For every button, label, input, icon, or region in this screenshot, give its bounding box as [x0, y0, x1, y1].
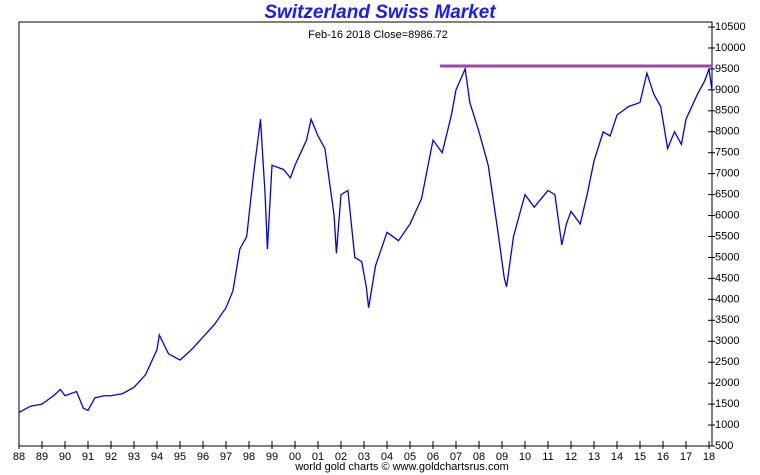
- y-tick-label: 5500: [715, 230, 739, 242]
- x-tick-label: 16: [657, 451, 669, 463]
- y-tick-label: 6500: [715, 189, 739, 201]
- x-tick-label: 96: [197, 451, 209, 463]
- x-tick-label: 07: [450, 451, 462, 463]
- y-tick-label: 1000: [715, 419, 739, 431]
- y-tick-label: 10500: [715, 21, 746, 33]
- price-line: [18, 66, 713, 414]
- x-tick-label: 12: [565, 451, 577, 463]
- x-tick-label: 98: [243, 451, 255, 463]
- x-tick-label: 94: [151, 451, 163, 463]
- y-tick-label: 7500: [715, 147, 739, 159]
- x-tick-label: 00: [289, 451, 301, 463]
- chart-title: Switzerland Swiss Market: [264, 2, 496, 23]
- chart-subtitle: Feb-16 2018 Close=8986.72: [308, 29, 448, 41]
- x-tick-label: 13: [588, 451, 600, 463]
- y-tick-label: 7000: [715, 168, 739, 180]
- y-tick-label: 6000: [715, 209, 739, 221]
- x-tick-label: 06: [427, 451, 439, 463]
- x-tick-label: 03: [358, 451, 370, 463]
- y-tick-label: 3500: [715, 314, 739, 326]
- x-tick-label: 14: [611, 451, 623, 463]
- y-tick-label: 8000: [715, 126, 739, 138]
- y-tick-label: 500: [715, 440, 733, 452]
- x-tick-label: 11: [542, 451, 553, 463]
- y-tick-label: 1500: [715, 398, 739, 410]
- x-tick-label: 91: [82, 451, 94, 463]
- x-tick-label: 88: [13, 451, 25, 463]
- x-tick-label: 01: [312, 451, 324, 463]
- y-tick-label: 2000: [715, 377, 739, 389]
- y-tick-label: 4500: [715, 272, 739, 284]
- x-tick-label: 89: [36, 451, 48, 463]
- x-tick-label: 92: [105, 451, 117, 463]
- chart-footer: world gold charts © www.goldchartsrus.co…: [294, 461, 509, 473]
- x-tick-label: 02: [335, 451, 347, 463]
- plot-frame: [18, 21, 713, 447]
- x-tick-label: 95: [174, 451, 186, 463]
- x-tick-label: 18: [703, 451, 715, 463]
- x-tick-label: 08: [473, 451, 485, 463]
- y-tick-label: 9000: [715, 84, 739, 96]
- y-tick-label: 10000: [715, 42, 746, 54]
- x-tick-label: 17: [680, 451, 692, 463]
- y-tick-label: 2500: [715, 356, 739, 368]
- y-tick-label: 4000: [715, 293, 739, 305]
- x-tick-label: 10: [519, 451, 531, 463]
- x-tick-label: 04: [381, 451, 393, 463]
- y-tick-label: 5000: [715, 251, 739, 263]
- x-tick-label: 09: [496, 451, 508, 463]
- y-tick-label: 8500: [715, 105, 739, 117]
- x-tick-label: 97: [220, 451, 232, 463]
- y-tick-label: 9500: [715, 63, 739, 75]
- y-tick-label: 3000: [715, 335, 739, 347]
- x-tick-label: 05: [404, 451, 416, 463]
- x-tick-label: 93: [128, 451, 140, 463]
- x-tick-label: 90: [59, 451, 71, 463]
- x-tick-label: 15: [634, 451, 646, 463]
- x-tick-label: 99: [266, 451, 278, 463]
